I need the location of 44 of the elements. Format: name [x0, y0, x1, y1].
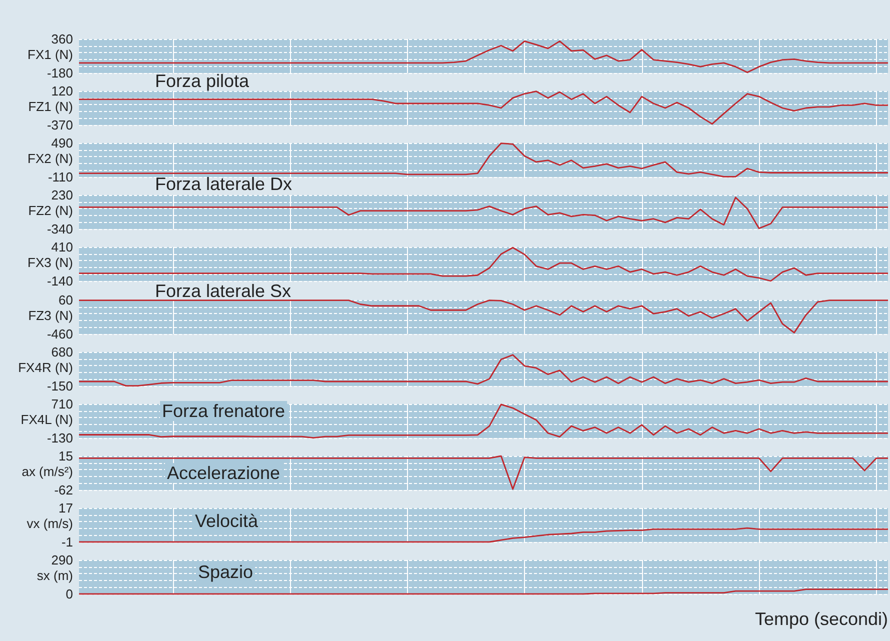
y-tick-label: 490	[51, 136, 73, 151]
annotation: Spazio	[198, 562, 254, 582]
y-tick-label: -1	[61, 534, 73, 550]
y-tick-label: 680	[51, 344, 73, 360]
y-tick-label: 290	[51, 552, 73, 568]
line-series	[78, 455, 889, 490]
annotation: Forza pilota	[155, 71, 250, 91]
y-tick-label: 120	[51, 84, 73, 99]
y-axis-title: FX1 (N)	[28, 47, 73, 62]
y-axis-title: FX2 (N)	[28, 151, 73, 166]
y-axis-title: ax (m/s²)	[22, 464, 73, 479]
y-axis-title: FX3 (N)	[28, 255, 73, 270]
y-tick-label: 410	[51, 240, 73, 255]
y-tick-label: 60	[58, 292, 73, 307]
y-tick-label: -460	[46, 326, 73, 341]
y-tick-label: -62	[54, 482, 73, 498]
y-tick-label: -150	[46, 378, 73, 394]
y-axis-title: vx (m/s)	[26, 516, 73, 531]
y-axis-title: sx (m)	[36, 568, 73, 583]
y-tick-label: -370	[46, 118, 73, 133]
annotation: Accelerazione	[167, 462, 280, 483]
y-axis-title: FX4R (N)	[18, 360, 73, 375]
annotation: Velocità	[195, 510, 260, 531]
y-tick-label: 230	[51, 188, 73, 203]
y-axis-title: FZ3 (N)	[28, 308, 73, 322]
y-tick-label: -130	[46, 430, 73, 446]
x-axis-title: Tempo (secondi)	[754, 609, 888, 629]
annotation: Forza laterale Dx	[155, 174, 292, 194]
annotation: Forza laterale Sx	[155, 281, 292, 302]
y-tick-label: 710	[51, 396, 73, 412]
line-series	[78, 196, 889, 230]
y-tick-label: -110	[48, 170, 73, 185]
y-axis-title: FX4L (N)	[20, 412, 73, 427]
y-axis-title: FZ2 (N)	[28, 203, 73, 218]
y-tick-label: 360	[51, 32, 73, 46]
y-tick-label: 17	[58, 500, 73, 516]
y-tick-label: 15	[58, 448, 73, 464]
y-tick-label: 0	[66, 586, 73, 602]
y-tick-label: -340	[46, 222, 73, 237]
line-series	[78, 527, 889, 543]
y-tick-label: -140	[46, 274, 73, 289]
y-axis-title: FZ1 (N)	[28, 99, 73, 114]
annotation: Forza frenatore	[162, 400, 286, 421]
y-tick-label: -180	[46, 66, 73, 80]
